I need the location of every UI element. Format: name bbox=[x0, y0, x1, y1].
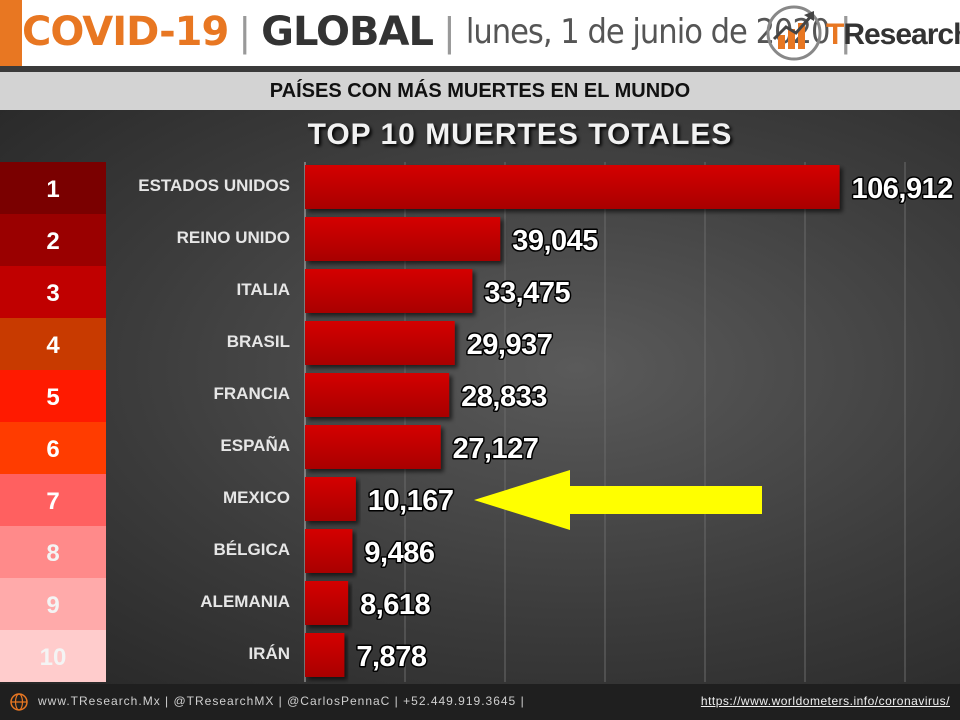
rank-cell bbox=[0, 266, 106, 318]
value-label: 106,912 bbox=[852, 173, 953, 205]
bar bbox=[305, 477, 356, 521]
category-label: BÉLGICA bbox=[214, 540, 291, 559]
rank-number: 6 bbox=[46, 436, 59, 463]
value-label: 10,167 bbox=[368, 485, 454, 517]
header-bar: COVID-19 | GLOBAL | lunes, 1 de junio de… bbox=[0, 0, 960, 66]
footer-bar: www.TResearch.Mx | @TResearchMX | @Carlo… bbox=[0, 684, 960, 720]
category-label: REINO UNIDO bbox=[177, 228, 290, 247]
category-label: MEXICO bbox=[223, 488, 290, 507]
bar bbox=[305, 633, 345, 677]
header-separator: | bbox=[238, 10, 252, 54]
chart-title: TOP 10 MUERTES TOTALES bbox=[307, 118, 733, 151]
rank-cell bbox=[0, 214, 106, 266]
value-label: 9,486 bbox=[364, 537, 434, 569]
logo-text-research: Research bbox=[843, 18, 960, 51]
rank-cell bbox=[0, 526, 106, 578]
category-label: ALEMANIA bbox=[200, 592, 290, 611]
rank-cell bbox=[0, 422, 106, 474]
rank-cell bbox=[0, 630, 106, 682]
value-label: 27,127 bbox=[453, 433, 539, 465]
highlight-arrow bbox=[474, 470, 762, 530]
header-title: COVID-19 | GLOBAL | lunes, 1 de junio de… bbox=[22, 4, 862, 60]
logo-text-t: T bbox=[826, 18, 844, 51]
header-separator: | bbox=[443, 10, 456, 54]
subtitle: PAÍSES CON MÁS MUERTES EN EL MUNDO bbox=[269, 80, 691, 102]
tresearch-logo: TResearch bbox=[764, 0, 960, 66]
rank-cell bbox=[0, 370, 106, 422]
source-link[interactable]: https://www.worldometers.info/coronaviru… bbox=[700, 694, 950, 708]
category-label: ITALIA bbox=[236, 280, 290, 299]
bar bbox=[305, 269, 473, 313]
header-accent bbox=[0, 0, 22, 66]
value-label: 8,618 bbox=[360, 589, 430, 621]
header-global: GLOBAL bbox=[261, 9, 434, 55]
value-label: 7,878 bbox=[356, 641, 426, 673]
bar bbox=[305, 321, 455, 365]
bar-chart: 1 2 3 4 5 6 7 8 9 10 ESTADOS UNIDOS REINO UNIDO ITA… bbox=[0, 162, 955, 682]
rank-cell bbox=[0, 162, 106, 214]
rank-number: 1 bbox=[46, 176, 59, 203]
bar bbox=[305, 373, 450, 417]
value-label: 33,475 bbox=[484, 277, 570, 309]
rank-number: 3 bbox=[46, 280, 59, 307]
bar bbox=[305, 217, 501, 261]
subtitle-bar: PAÍSES CON MÁS MUERTES EN EL MUNDO bbox=[0, 72, 960, 110]
rank-cell bbox=[0, 578, 106, 630]
header-covid: COVID-19 bbox=[22, 9, 229, 55]
value-label: 29,937 bbox=[467, 329, 553, 361]
header-separator: | bbox=[839, 10, 853, 54]
globe-icon bbox=[10, 693, 28, 711]
bar bbox=[305, 165, 840, 209]
bar bbox=[305, 581, 349, 625]
rank-number: 9 bbox=[46, 592, 59, 619]
value-label: 28,833 bbox=[461, 381, 547, 413]
rank-cell bbox=[0, 318, 106, 370]
rank-number: 4 bbox=[46, 332, 60, 359]
category-label: ESTADOS UNIDOS bbox=[138, 176, 290, 195]
category-label: FRANCIA bbox=[214, 384, 291, 403]
footer-contacts: www.TResearch.Mx | @TResearchMX | @Carlo… bbox=[38, 694, 525, 708]
rank-number: 2 bbox=[46, 228, 59, 255]
category-label: ESPAÑA bbox=[220, 435, 290, 455]
logo-chart-icon bbox=[766, 5, 822, 61]
bar bbox=[305, 529, 353, 573]
category-label: BRASIL bbox=[227, 332, 290, 351]
category-label: IRÁN bbox=[248, 644, 290, 663]
bar bbox=[305, 425, 441, 469]
rank-cell bbox=[0, 474, 106, 526]
rank-number: 5 bbox=[46, 384, 59, 411]
value-label: 39,045 bbox=[512, 225, 598, 257]
rank-number: 10 bbox=[40, 644, 67, 671]
rank-number: 7 bbox=[46, 488, 59, 515]
rank-number: 8 bbox=[46, 540, 59, 567]
